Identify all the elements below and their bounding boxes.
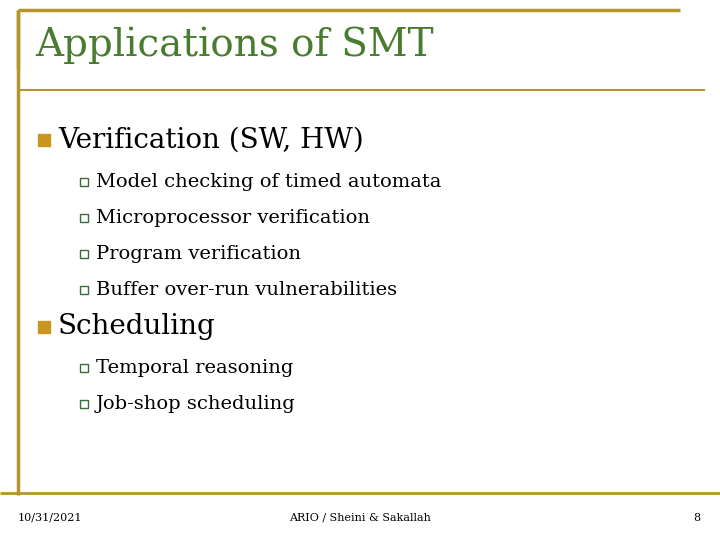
Text: Verification (SW, HW): Verification (SW, HW) xyxy=(58,126,364,153)
Text: Model checking of timed automata: Model checking of timed automata xyxy=(96,173,441,191)
Text: 8: 8 xyxy=(693,513,700,523)
Text: Job-shop scheduling: Job-shop scheduling xyxy=(96,395,296,413)
Bar xyxy=(80,286,88,294)
Text: Microprocessor verification: Microprocessor verification xyxy=(96,209,370,227)
Text: ARIO / Sheini & Sakallah: ARIO / Sheini & Sakallah xyxy=(289,513,431,523)
Text: Program verification: Program verification xyxy=(96,245,301,263)
Bar xyxy=(38,134,50,146)
Bar xyxy=(80,214,88,222)
Text: Buffer over-run vulnerabilities: Buffer over-run vulnerabilities xyxy=(96,281,397,299)
Bar xyxy=(38,321,50,333)
Bar xyxy=(80,178,88,186)
Text: 10/31/2021: 10/31/2021 xyxy=(18,513,83,523)
Text: Scheduling: Scheduling xyxy=(58,314,216,341)
Bar xyxy=(80,364,88,372)
Text: Temporal reasoning: Temporal reasoning xyxy=(96,359,293,377)
Text: Applications of SMT: Applications of SMT xyxy=(35,26,433,64)
Bar xyxy=(80,400,88,408)
Bar xyxy=(80,250,88,258)
